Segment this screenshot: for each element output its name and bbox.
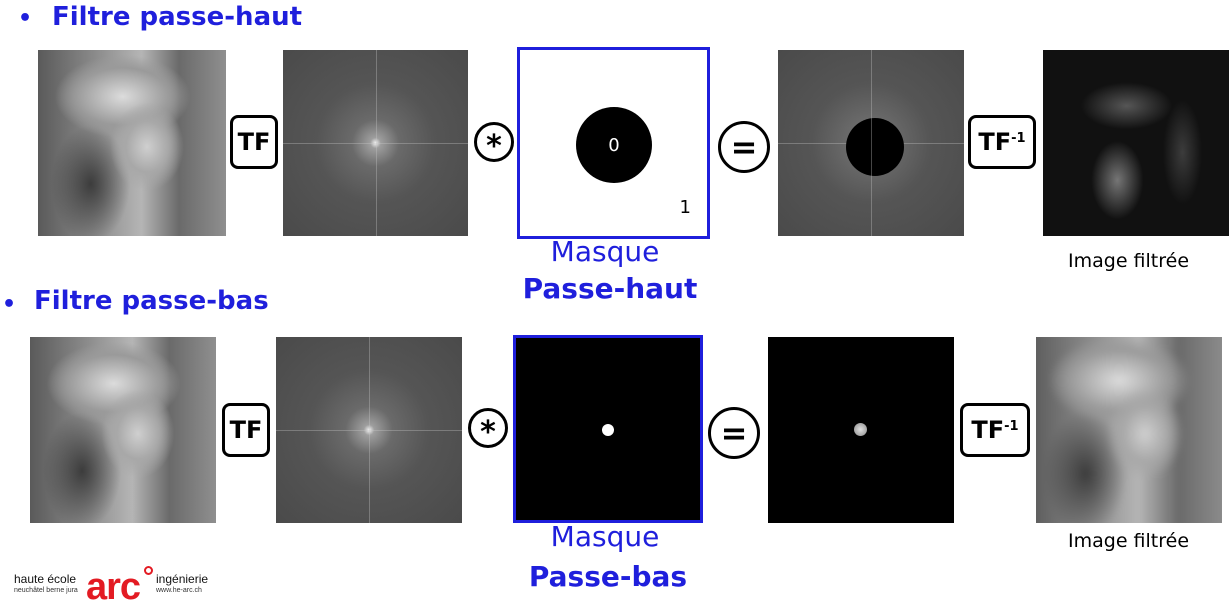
tf-operator-low-pass: TF — [222, 403, 270, 457]
filtered-image-low-pass — [1036, 337, 1222, 523]
mask-center-dot — [602, 424, 614, 436]
logo-right-text: ingénierie — [156, 572, 209, 586]
convolution-operator-high-pass: * — [474, 122, 514, 164]
logo-right-subtext: www.he-arc.ch — [156, 587, 202, 594]
equals-operator-high-pass: = — [718, 121, 770, 173]
spectrum-image-high-pass — [283, 50, 468, 236]
mask-low-pass — [513, 335, 703, 523]
mask-inner-value: 0 — [608, 134, 620, 156]
filtered-spectrum-high-pass — [778, 50, 964, 236]
logo-left-text: haute école — [14, 572, 77, 586]
filtered-spectrum-low-pass — [768, 337, 954, 523]
equals-operator-low-pass: = — [708, 407, 760, 459]
itf-operator-high-pass: TF -1 — [968, 115, 1036, 169]
itf-operator-low-pass: TF -1 — [960, 403, 1030, 457]
mask-outer-value: 1 — [679, 197, 691, 218]
mask-high-pass: 0 1 — [517, 47, 710, 239]
caption-high-pass: Image filtrée — [1068, 250, 1190, 272]
spectrum-image-low-pass — [276, 337, 462, 523]
kept-low-frequencies — [854, 423, 867, 436]
tf-operator-high-pass: TF — [230, 115, 278, 169]
bullet-low-pass: • — [2, 292, 17, 317]
mask-type-low-pass: Passe-bas — [528, 560, 688, 593]
mask-center-disk: 0 — [576, 107, 652, 183]
original-image-low-pass — [30, 337, 216, 523]
removed-low-frequencies — [846, 118, 904, 176]
caption-low-pass: Image filtrée — [1068, 530, 1190, 552]
mask-type-high-pass: Passe-haut — [522, 272, 698, 305]
bullet-high-pass: • — [18, 6, 33, 31]
school-logo: haute école neuchâtel berne jura arc ing… — [14, 566, 214, 606]
heading-high-pass: Filtre passe-haut — [52, 2, 303, 32]
convolution-operator-low-pass: * — [468, 408, 508, 450]
logo-plus-icon — [144, 566, 153, 575]
original-image-high-pass — [38, 50, 226, 236]
filtered-image-high-pass — [1043, 50, 1229, 236]
logo-left-subtext: neuchâtel berne jura — [14, 587, 78, 594]
mask-label-low-pass: Masque — [550, 520, 660, 553]
mask-label-high-pass: Masque — [550, 235, 660, 268]
heading-low-pass: Filtre passe-bas — [34, 286, 269, 316]
logo-brand: arc — [86, 566, 141, 608]
